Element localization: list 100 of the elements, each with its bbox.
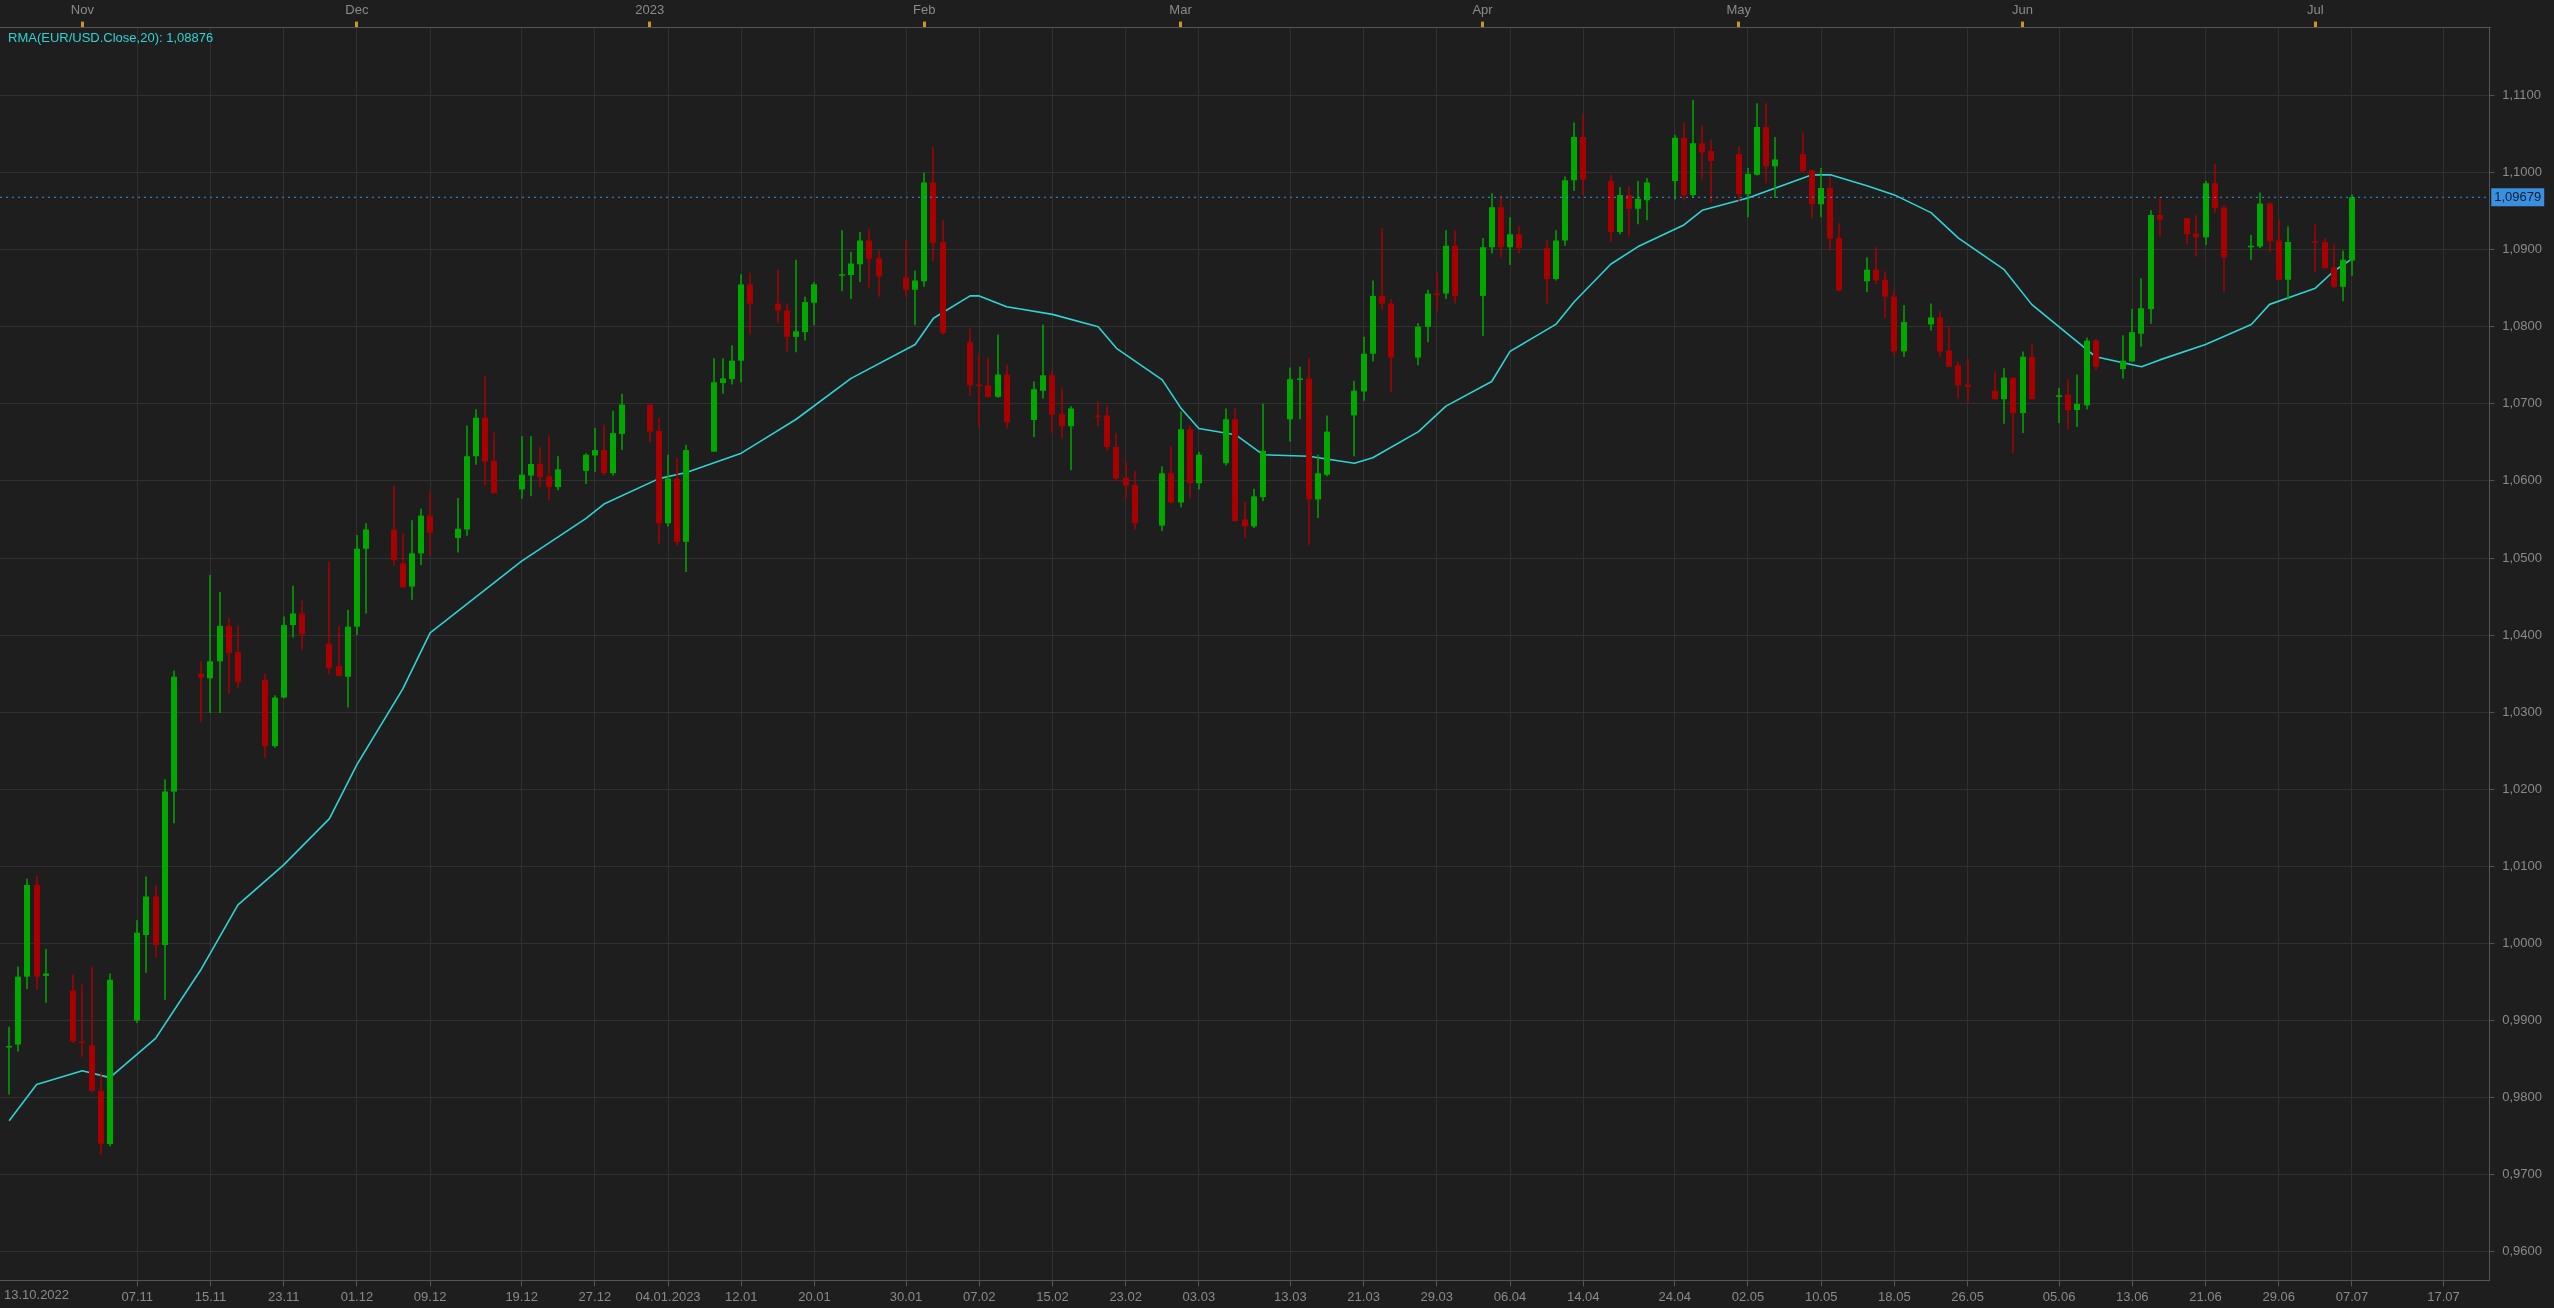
text: RMA(EUR/USD.Close,20): 1,08876 xyxy=(8,29,214,45)
candlestick xyxy=(1882,270,1888,319)
candlestick xyxy=(2193,214,2199,258)
candlestick xyxy=(455,497,461,554)
candlestick xyxy=(299,599,305,651)
candlestick xyxy=(1040,323,1046,400)
candlestick xyxy=(1242,500,1248,539)
x-tick-label: 03.03 xyxy=(1182,1288,1216,1304)
candlestick xyxy=(546,434,552,501)
candlestick xyxy=(583,452,589,485)
candlestick xyxy=(793,258,799,353)
x2-tick-label: 2023 xyxy=(635,2,665,18)
x-tick-label: 17.07 xyxy=(2427,1288,2460,1304)
candlestick xyxy=(198,660,204,723)
candlestick xyxy=(1095,400,1101,427)
x-tick-label: 30.01 xyxy=(889,1288,923,1304)
candlestick xyxy=(400,532,406,589)
candlestick xyxy=(1800,131,1806,174)
x-tick-label: 23.11 xyxy=(267,1288,300,1304)
candlestick xyxy=(775,268,781,324)
candlestick xyxy=(2157,195,2163,238)
candlestick xyxy=(729,344,735,386)
y-tick-label: 0,9800 xyxy=(2502,1089,2542,1105)
y-tick-label: 1,0000 xyxy=(2502,935,2542,951)
y-tick-label: 1,0400 xyxy=(2502,626,2542,642)
x2-tick-label: Jul xyxy=(2307,2,2324,18)
candlestick xyxy=(1507,216,1513,266)
candlestick xyxy=(207,574,213,714)
y-tick-label: 1,0700 xyxy=(2502,395,2542,411)
x-tick-label: 14.04 xyxy=(1566,1288,1600,1304)
x-tick-label: 18.05 xyxy=(1878,1288,1911,1304)
x-tick-label: 29.06 xyxy=(2262,1288,2296,1304)
x-tick-label: 10.05 xyxy=(1804,1288,1838,1304)
candlestick xyxy=(1644,177,1650,222)
candlestick xyxy=(79,983,85,1058)
candlestick xyxy=(2056,386,2062,424)
candlestick xyxy=(1864,256,1870,293)
candlestick xyxy=(1708,138,1714,204)
candlestick xyxy=(427,490,433,557)
candlestick xyxy=(1635,180,1641,225)
y-tick-label: 1,0100 xyxy=(2502,857,2542,873)
candlestick xyxy=(1772,136,1778,199)
x-tick-label: 24.04 xyxy=(1658,1288,1692,1304)
candlestick xyxy=(363,522,369,615)
x-tick-label: 21.03 xyxy=(1347,1288,1380,1304)
candlestick xyxy=(1123,460,1129,500)
candlestick xyxy=(1626,185,1632,238)
y-tick-label: 0,9700 xyxy=(2502,1166,2542,1182)
ref-line-label: 1,09679 xyxy=(2494,188,2542,204)
text: 13.10.2022 xyxy=(4,1287,70,1303)
x-tick-label: 02.05 xyxy=(1731,1288,1765,1304)
candlestick xyxy=(1068,405,1074,471)
candlestick xyxy=(1873,246,1879,286)
y-tick-label: 1,0600 xyxy=(2502,472,2542,488)
y-tick-label: 1,0300 xyxy=(2502,703,2542,719)
candlestick xyxy=(866,228,872,289)
x2-tick-label: Feb xyxy=(913,2,936,18)
x-tick-label: 06.04 xyxy=(1493,1288,1527,1304)
candlestick xyxy=(903,239,909,298)
y-tick-label: 1,0200 xyxy=(2502,780,2542,796)
x-tick-label: 07.07 xyxy=(2335,1288,2369,1304)
candlestick xyxy=(1955,360,1961,400)
x-tick-label: 05.06 xyxy=(2042,1288,2076,1304)
candlestick xyxy=(839,229,845,293)
y-tick-label: 0,9900 xyxy=(2502,1012,2542,1028)
y-tick-label: 0,9600 xyxy=(2502,1243,2542,1259)
candlestick xyxy=(592,426,598,473)
x-tick-label: 07.11 xyxy=(121,1288,154,1304)
candlestick xyxy=(848,251,854,300)
x-tick-label: 07.02 xyxy=(962,1288,996,1304)
x-tick-label: 27.12 xyxy=(578,1288,612,1304)
candlestick xyxy=(555,455,561,491)
candlestick xyxy=(2001,367,2007,425)
candlestick xyxy=(1818,167,1824,219)
candlestick xyxy=(912,269,918,326)
x-tick-label: 29.03 xyxy=(1420,1288,1454,1304)
candlestick xyxy=(1516,225,1522,255)
x2-tick-label: May xyxy=(1726,2,1752,18)
candlestick xyxy=(995,333,1001,399)
candlestick xyxy=(876,249,882,298)
x2-tick-label: Nov xyxy=(70,2,95,18)
x-tick-label: 09.12 xyxy=(413,1288,447,1304)
x-tick-label: 01.12 xyxy=(340,1288,374,1304)
candlestick xyxy=(2074,373,2080,428)
candlestick xyxy=(1928,302,1934,332)
candlestick xyxy=(2065,378,2071,431)
x-tick-label: 13.03 xyxy=(1274,1288,1307,1304)
candlestick xyxy=(1946,325,1952,368)
x-tick-label: 26.05 xyxy=(1951,1288,1984,1304)
candlestick xyxy=(2331,243,2337,289)
x2-tick-label: Apr xyxy=(1472,2,1494,18)
x-tick-label: 15.11 xyxy=(194,1288,227,1304)
x-tick-label: 19.12 xyxy=(505,1288,538,1304)
y-tick-label: 1,1100 xyxy=(2502,87,2542,103)
y-tick-label: 1,1000 xyxy=(2502,164,2542,180)
candlestick xyxy=(601,423,607,477)
candlestick xyxy=(519,435,525,500)
candlestick xyxy=(811,281,817,326)
candlestick xyxy=(2120,334,2126,380)
candlestick xyxy=(720,357,726,395)
